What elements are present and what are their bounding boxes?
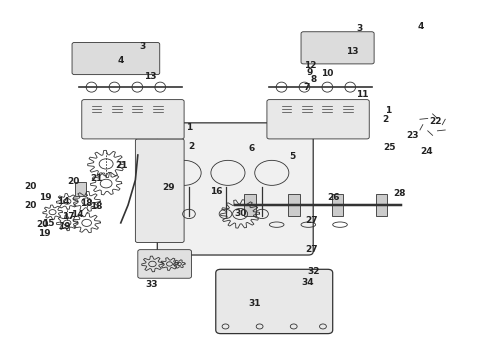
FancyBboxPatch shape bbox=[301, 32, 374, 64]
Text: 30: 30 bbox=[234, 210, 246, 219]
Text: 4: 4 bbox=[417, 22, 423, 31]
Bar bbox=[332, 194, 343, 216]
Text: 32: 32 bbox=[307, 267, 319, 276]
Text: 22: 22 bbox=[429, 117, 441, 126]
Text: 27: 27 bbox=[305, 245, 318, 254]
Text: 13: 13 bbox=[144, 72, 156, 81]
FancyBboxPatch shape bbox=[72, 42, 160, 75]
Text: 18: 18 bbox=[80, 199, 93, 208]
Text: 24: 24 bbox=[420, 147, 433, 156]
Text: 27: 27 bbox=[305, 216, 318, 225]
FancyBboxPatch shape bbox=[157, 123, 313, 255]
Text: 19: 19 bbox=[39, 193, 51, 202]
Text: 3: 3 bbox=[356, 24, 363, 33]
Text: 7: 7 bbox=[303, 83, 310, 92]
Text: 19: 19 bbox=[58, 222, 71, 231]
Text: 21: 21 bbox=[91, 174, 103, 183]
Text: 10: 10 bbox=[320, 69, 333, 78]
Text: 23: 23 bbox=[406, 131, 418, 140]
Text: 11: 11 bbox=[356, 90, 368, 99]
Text: 17: 17 bbox=[62, 212, 75, 221]
Text: 9: 9 bbox=[306, 68, 313, 77]
Text: 34: 34 bbox=[301, 278, 314, 287]
Text: 1: 1 bbox=[186, 123, 192, 132]
Text: 20: 20 bbox=[67, 177, 80, 186]
Bar bbox=[75, 182, 86, 196]
Text: 3: 3 bbox=[140, 41, 146, 50]
Text: 8: 8 bbox=[311, 76, 317, 85]
Text: 26: 26 bbox=[327, 193, 340, 202]
FancyBboxPatch shape bbox=[216, 269, 333, 334]
Bar bbox=[288, 194, 299, 216]
Text: 13: 13 bbox=[346, 47, 359, 56]
Text: 5: 5 bbox=[289, 152, 295, 161]
Text: 33: 33 bbox=[145, 280, 158, 289]
Text: 18: 18 bbox=[90, 202, 102, 211]
Text: 14: 14 bbox=[57, 197, 70, 206]
Text: 6: 6 bbox=[248, 144, 254, 153]
FancyBboxPatch shape bbox=[138, 249, 192, 278]
Text: 28: 28 bbox=[393, 189, 406, 198]
Text: 21: 21 bbox=[116, 161, 128, 170]
Text: 25: 25 bbox=[384, 143, 396, 152]
Text: 31: 31 bbox=[248, 300, 261, 309]
Text: 4: 4 bbox=[118, 56, 124, 65]
Text: 1: 1 bbox=[385, 106, 391, 115]
Text: 14: 14 bbox=[71, 210, 83, 219]
FancyBboxPatch shape bbox=[82, 100, 184, 139]
Text: 20: 20 bbox=[24, 201, 37, 210]
Text: 19: 19 bbox=[38, 229, 50, 238]
Text: 29: 29 bbox=[162, 183, 175, 192]
Text: 2: 2 bbox=[188, 141, 195, 150]
Text: 12: 12 bbox=[303, 61, 316, 70]
Text: 15: 15 bbox=[43, 220, 55, 229]
Text: 20: 20 bbox=[24, 181, 37, 190]
Text: 16: 16 bbox=[211, 187, 223, 196]
Text: 20: 20 bbox=[37, 220, 49, 229]
Bar bbox=[244, 194, 256, 216]
FancyBboxPatch shape bbox=[135, 139, 184, 243]
Text: 2: 2 bbox=[382, 116, 389, 125]
FancyBboxPatch shape bbox=[267, 100, 369, 139]
Bar bbox=[375, 194, 387, 216]
